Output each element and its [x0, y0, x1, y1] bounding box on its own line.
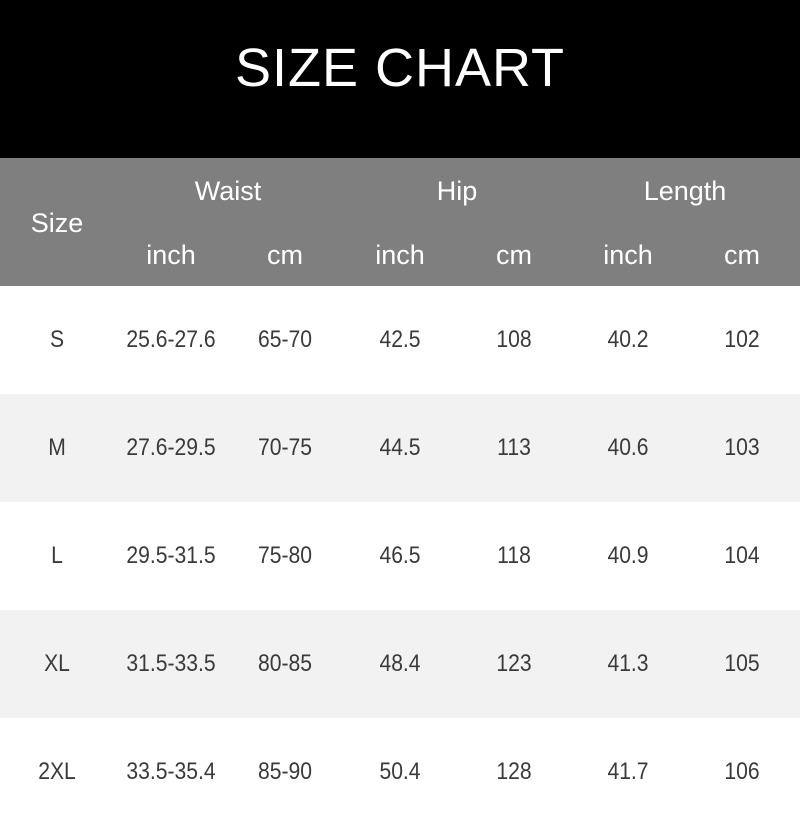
value-cell: 105 [724, 650, 760, 677]
value-cell: 33.5-35.4 [126, 758, 216, 785]
value-cell: 128 [496, 758, 532, 785]
value-cell: 65-70 [257, 326, 313, 353]
value-cell: 50.4 [379, 758, 421, 785]
table-row: M 27.6-29.5 70-75 44.5 113 40.6 103 [0, 394, 800, 502]
value-cell: 85-90 [257, 758, 313, 785]
header-unit: inch [146, 240, 196, 270]
value-cell: 80-85 [257, 650, 313, 677]
table-header: Size Waist Hip Length inch cm inch cm in… [0, 158, 800, 286]
value-cell: 102 [724, 326, 760, 353]
header-unit: inch [375, 240, 425, 270]
value-cell: 40.6 [607, 434, 649, 461]
value-cell: 41.7 [607, 758, 649, 785]
value-cell: 48.4 [379, 650, 421, 677]
value-cell: 75-80 [257, 542, 313, 569]
size-cell: XL [44, 650, 70, 677]
value-cell: 41.3 [607, 650, 649, 677]
value-cell: 44.5 [379, 434, 421, 461]
size-cell: S [49, 326, 65, 353]
size-cell: L [51, 542, 63, 569]
value-cell: 27.6-29.5 [126, 434, 216, 461]
table-row: S 25.6-27.6 65-70 42.5 108 40.2 102 [0, 286, 800, 394]
value-cell: 46.5 [379, 542, 421, 569]
table-row: 2XL 33.5-35.4 85-90 50.4 128 41.7 106 [0, 718, 800, 826]
value-cell: 70-75 [257, 434, 313, 461]
value-cell: 42.5 [379, 326, 421, 353]
header-unit: inch [603, 240, 653, 270]
size-cell: M [48, 434, 66, 461]
value-cell: 108 [496, 326, 532, 353]
table-row: L 29.5-31.5 75-80 46.5 118 40.9 104 [0, 502, 800, 610]
value-cell: 40.2 [607, 326, 649, 353]
value-cell: 103 [724, 434, 760, 461]
header-unit: cm [724, 240, 760, 270]
value-cell: 25.6-27.6 [126, 326, 216, 353]
header-length: Length [643, 176, 727, 206]
header-hip: Hip [436, 176, 478, 206]
value-cell: 40.9 [607, 542, 649, 569]
value-cell: 31.5-33.5 [126, 650, 216, 677]
header-waist: Waist [194, 176, 262, 206]
header-unit: cm [267, 240, 303, 270]
title-bar: SIZE CHART [0, 0, 800, 158]
value-cell: 106 [724, 758, 760, 785]
value-cell: 123 [496, 650, 532, 677]
table-row: XL 31.5-33.5 80-85 48.4 123 41.3 105 [0, 610, 800, 718]
size-cell: 2XL [38, 758, 76, 785]
header-unit: cm [496, 240, 532, 270]
value-cell: 29.5-31.5 [126, 542, 216, 569]
value-cell: 118 [497, 542, 531, 569]
header-size: Size [30, 208, 84, 238]
value-cell: 113 [497, 434, 531, 461]
value-cell: 104 [724, 542, 760, 569]
chart-title: SIZE CHART [234, 38, 566, 98]
